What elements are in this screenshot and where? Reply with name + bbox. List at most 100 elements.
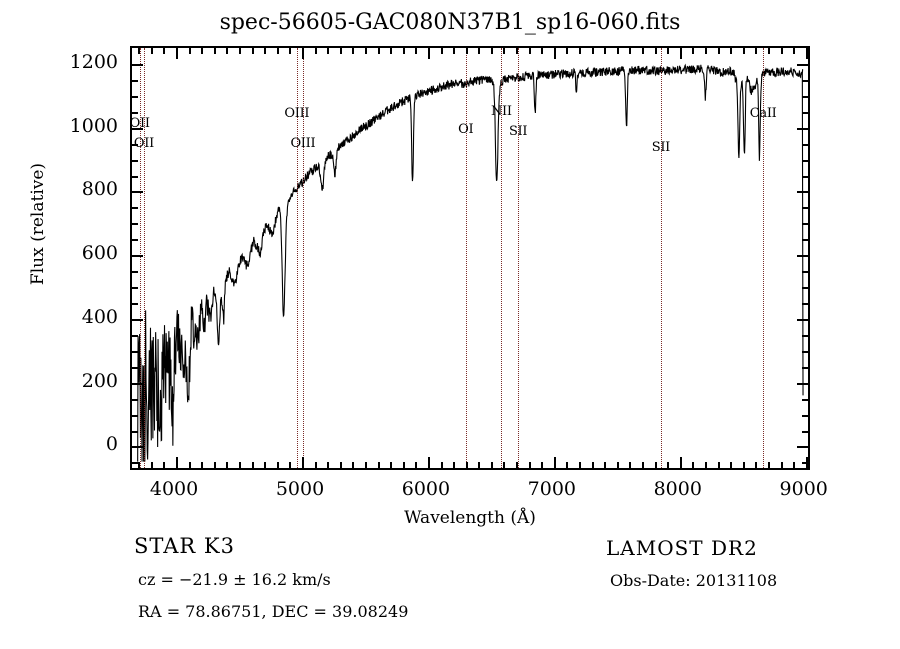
y-tick-major xyxy=(132,446,143,449)
x-tick-major xyxy=(302,457,304,468)
y-axis-title: Flux (relative) xyxy=(28,162,48,286)
radial-velocity-label: cz = −21.9 ± 16.2 km/s xyxy=(138,570,331,589)
x-tick-minor xyxy=(213,462,216,468)
y-tick-major xyxy=(132,63,143,66)
y-tick-minor xyxy=(132,143,138,146)
x-tick-minor xyxy=(440,462,443,468)
x-tick-minor-top xyxy=(251,48,254,54)
x-tick-major xyxy=(176,457,179,468)
x-tick-minor xyxy=(226,462,229,468)
x-tick-minor-top xyxy=(604,48,607,54)
page-title: spec-56605-GAC080N37B1_sp16-060.fits xyxy=(219,10,681,35)
y-tick-minor xyxy=(132,350,138,353)
x-tick-major-top xyxy=(427,48,430,59)
spectral-line-label: OI xyxy=(458,122,474,137)
x-tick-minor-top xyxy=(276,48,279,54)
y-tick-label: 0 xyxy=(105,433,118,456)
x-tick-minor xyxy=(742,462,745,468)
x-tick-major-top xyxy=(553,48,556,59)
x-tick-major xyxy=(679,457,682,468)
y-tick-minor-right xyxy=(802,95,808,98)
x-tick-minor xyxy=(642,462,644,468)
x-tick-minor-top xyxy=(138,48,141,54)
x-tick-minor xyxy=(629,462,632,468)
spectral-line-marker xyxy=(518,48,520,468)
x-tick-minor-top xyxy=(453,48,456,54)
x-tick-minor-top xyxy=(629,48,632,54)
x-tick-minor-top xyxy=(717,48,720,54)
y-tick-minor xyxy=(132,239,138,242)
y-tick-major xyxy=(132,382,143,385)
y-tick-minor-right xyxy=(802,398,808,401)
x-tick-label: 8000 xyxy=(653,478,702,500)
x-tick-minor xyxy=(239,462,242,468)
spectrum-path xyxy=(138,65,803,462)
x-tick-minor xyxy=(604,462,607,468)
spectral-line-label: OIII xyxy=(284,106,310,121)
x-tick-label: 7000 xyxy=(527,478,577,500)
x-tick-label: 6000 xyxy=(401,478,451,500)
x-tick-minor xyxy=(264,462,267,468)
y-tick-label: 400 xyxy=(81,305,118,328)
y-tick-minor xyxy=(132,159,138,162)
y-tick-major xyxy=(132,127,143,130)
y-tick-minor xyxy=(132,366,138,369)
y-tick-major xyxy=(132,191,143,194)
x-tick-minor-top xyxy=(704,48,707,54)
x-tick-minor-top xyxy=(339,48,342,54)
y-tick-minor-right xyxy=(802,223,808,226)
y-tick-minor-right xyxy=(802,111,808,114)
y-tick-major-right xyxy=(797,446,808,449)
y-tick-minor-right xyxy=(802,207,808,210)
x-tick-minor-top xyxy=(390,48,393,54)
y-tick-minor-right xyxy=(802,303,808,306)
y-tick-minor-right xyxy=(802,287,808,290)
spectral-line-label: CaII xyxy=(749,106,777,121)
x-tick-minor xyxy=(188,462,191,468)
x-tick-minor xyxy=(201,462,204,468)
x-tick-minor-top xyxy=(793,48,796,54)
x-tick-minor xyxy=(327,462,330,468)
y-tick-minor xyxy=(132,414,138,417)
y-tick-minor-right xyxy=(802,175,808,178)
x-tick-minor-top xyxy=(516,48,519,54)
x-tick-minor-top xyxy=(767,48,770,54)
spectral-line-label: SII xyxy=(651,140,671,155)
x-tick-minor-top xyxy=(591,48,594,54)
spectral-line-marker xyxy=(296,48,298,468)
y-tick-minor-right xyxy=(802,271,808,274)
x-tick-minor xyxy=(667,462,670,468)
x-tick-minor xyxy=(251,462,254,468)
y-tick-minor xyxy=(132,79,138,82)
spectral-line-label: OIII xyxy=(290,136,316,151)
x-tick-minor-top xyxy=(226,48,229,54)
x-tick-minor-top xyxy=(490,48,493,54)
x-tick-minor-top xyxy=(616,48,619,54)
x-tick-minor xyxy=(767,462,770,468)
x-tick-minor xyxy=(364,462,367,468)
y-tick-major-right xyxy=(797,191,808,194)
x-tick-major-top xyxy=(805,48,808,59)
spectral-line-marker xyxy=(501,48,503,468)
x-tick-minor xyxy=(793,462,796,468)
y-tick-label: 800 xyxy=(81,178,118,201)
y-tick-major-right xyxy=(797,318,808,321)
x-tick-minor-top xyxy=(402,48,405,54)
x-tick-minor xyxy=(528,462,531,468)
x-tick-minor-top xyxy=(213,48,216,54)
spectral-line-label: NII xyxy=(490,104,512,119)
y-tick-major xyxy=(132,255,143,258)
y-tick-minor xyxy=(132,398,138,401)
y-tick-major xyxy=(132,318,143,321)
x-tick-minor-top xyxy=(642,48,644,54)
x-tick-minor-top xyxy=(415,48,418,54)
x-tick-minor xyxy=(566,462,569,468)
y-tick-minor-right xyxy=(802,430,808,433)
x-tick-major-top xyxy=(302,48,304,59)
x-tick-minor xyxy=(616,462,619,468)
x-axis-title: Wavelength (Å) xyxy=(404,508,536,528)
y-tick-minor-right xyxy=(802,462,808,465)
spectral-line-marker xyxy=(143,48,145,468)
coordinates-label: RA = 78.86751, DEC = 39.08249 xyxy=(138,602,409,621)
x-tick-minor xyxy=(579,462,582,468)
